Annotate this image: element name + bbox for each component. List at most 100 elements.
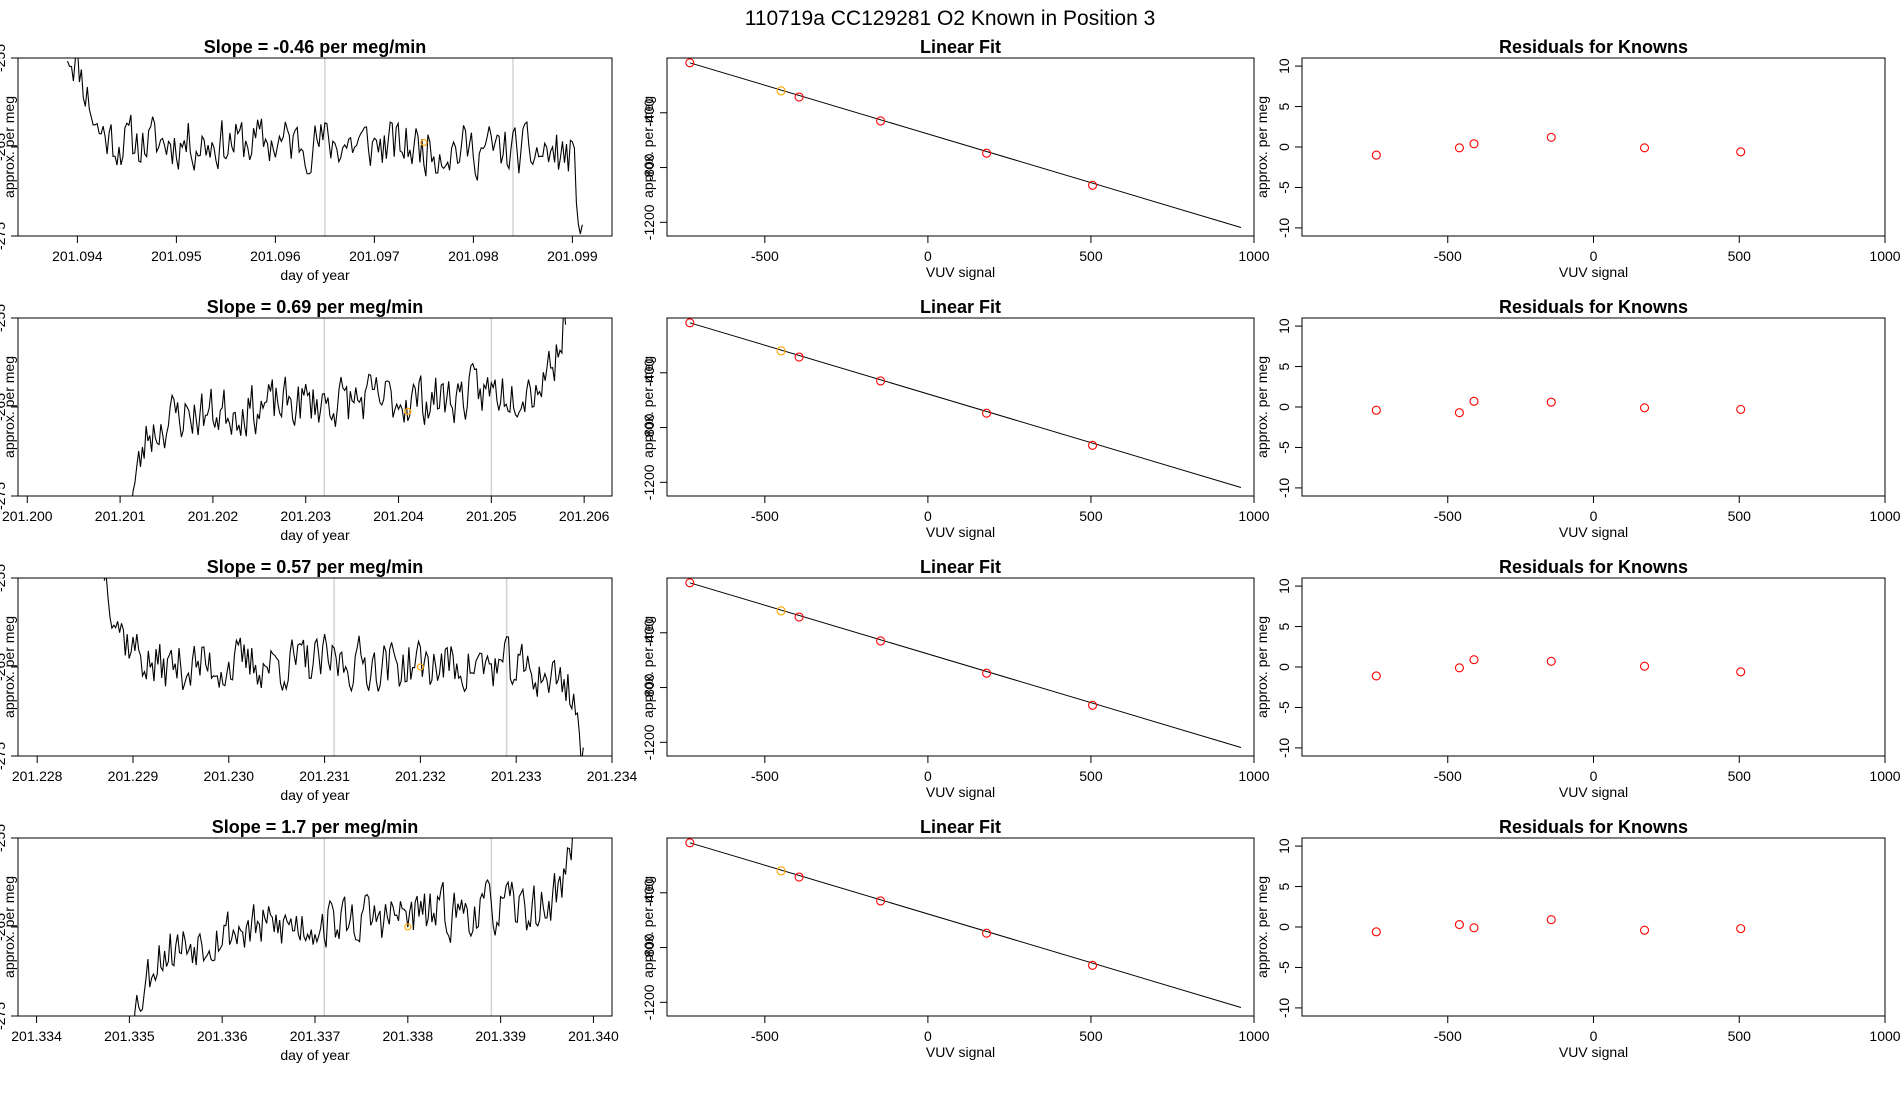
residuals-panel-2: Residuals for Knowns -500 0 500 1000 -10 -5 0 5 1… [1254, 297, 1900, 540]
timeseries-panel-3: Slope = 0.57 per meg/min 201.228 201.229 20… [0, 557, 638, 803]
residuals-x-tick-label: 1000 [1869, 508, 1900, 524]
linear-fit-y-tick-label: -1200 [641, 464, 657, 500]
timeseries-ylabel: approx. per meg [1, 96, 17, 198]
timeseries-ylabel: approx. per meg [1, 876, 17, 978]
residual-point [1469, 396, 1479, 406]
linear-fit-point [794, 872, 804, 882]
residuals-y-tick-label: 5 [1276, 622, 1292, 630]
timeseries-x-tick-label: 201.228 [12, 768, 63, 784]
timeseries-y-tick-label: -275 [0, 482, 8, 510]
residuals-xlabel: VUV signal [1559, 264, 1628, 280]
linear-fit-line [689, 582, 1242, 748]
timeseries-x-tick-label: 201.338 [383, 1028, 434, 1044]
linear-fit-y-tick-label: -800 [641, 673, 657, 701]
linear-fit-line [689, 62, 1242, 228]
linear-fit-x-tick-label: -500 [751, 508, 779, 524]
residual-point [1454, 920, 1464, 930]
linear-fit-point [1088, 440, 1098, 450]
timeseries-line [132, 318, 567, 496]
timeseries-y-tick-label: -255 [0, 44, 8, 72]
residual-point [1736, 667, 1746, 677]
timeseries-x-tick-label: 201.232 [395, 768, 446, 784]
linear-fit-point [794, 92, 804, 102]
residuals-ylabel: approx. per meg [1254, 876, 1270, 978]
timeseries-x-tick-label: 201.204 [373, 508, 424, 524]
linear-fit-point [982, 408, 992, 418]
timeseries-marker [420, 138, 428, 147]
residuals-x-tick-label: 1000 [1869, 248, 1900, 264]
linear-fit-point [876, 116, 886, 126]
residuals-ylabel: approx. per meg [1254, 96, 1270, 198]
timeseries-x-tick-label: 201.229 [108, 768, 159, 784]
linear-fit-frame [666, 57, 1255, 237]
timeseries-x-tick-label: 201.340 [568, 1028, 619, 1044]
residual-point [1639, 403, 1650, 413]
timeseries-x-tick-label: 201.334 [11, 1028, 62, 1044]
residual-point [1546, 132, 1556, 142]
residuals-x-tick-label: 500 [1728, 248, 1752, 264]
residuals-y-tick-label: 5 [1276, 102, 1292, 110]
residual-point [1469, 139, 1479, 149]
residual-point [1454, 408, 1464, 418]
timeseries-x-tick-label: 201.335 [104, 1028, 155, 1044]
residuals-x-tick-label: 0 [1590, 768, 1598, 784]
linear-fit-y-tick-label: -400 [641, 619, 657, 647]
residuals-x-tick-label: 1000 [1869, 1028, 1900, 1044]
linear-fit-panel-3: Linear Fit -500 0 500 1000 -400 -800 -1200 VUV s… [640, 557, 1270, 800]
linear-fit-y-tick-label: -400 [641, 879, 657, 907]
residuals-x-tick-label: 500 [1728, 508, 1752, 524]
linear-fit-line [689, 322, 1242, 488]
residual-point [1639, 661, 1650, 671]
linear-fit-y-tick-label: -1200 [641, 724, 657, 760]
timeseries-x-tick-label: 201.200 [2, 508, 53, 524]
linear-fit-x-tick-label: 500 [1079, 768, 1103, 784]
linear-fit-xlabel: VUV signal [926, 1044, 995, 1060]
residuals-y-tick-label: -5 [1276, 961, 1292, 974]
residual-point [1736, 404, 1746, 414]
linear-fit-point [685, 318, 695, 328]
timeseries-xlabel: day of year [280, 527, 350, 543]
linear-fit-y-tick-label: -800 [641, 413, 657, 441]
page-title: 110719a CC129281 O2 Known in Position 3 [745, 7, 1156, 30]
timeseries-frame [17, 57, 613, 237]
timeseries-y-tick-label: -255 [0, 304, 8, 332]
timeseries-x-tick-label: 201.096 [250, 248, 301, 264]
residuals-x-tick-label: -500 [1434, 768, 1462, 784]
residuals-frame [1301, 577, 1886, 757]
linear-fit-ylabel: approx. per meg [640, 96, 656, 198]
residual-point [1371, 671, 1381, 681]
linear-fit-point [876, 376, 886, 386]
residuals-y-tick-label: 5 [1276, 362, 1292, 370]
timeseries-y-tick-label: -275 [0, 742, 8, 770]
linear-fit-frame [666, 577, 1255, 757]
linear-fit-point [776, 86, 786, 96]
linear-fit-y-tick-label: -1200 [641, 204, 657, 240]
linear-fit-point [685, 838, 695, 848]
linear-fit-x-tick-label: 1000 [1238, 1028, 1269, 1044]
linear-fit-point [1088, 700, 1098, 710]
residuals-xlabel: VUV signal [1559, 524, 1628, 540]
linear-fit-x-tick-label: 1000 [1238, 508, 1269, 524]
linear-fit-point [776, 866, 786, 876]
timeseries-x-tick-label: 201.097 [349, 248, 400, 264]
timeseries-panel-4: Slope = 1.7 per meg/min 201.334 201.335 201… [0, 817, 619, 1063]
timeseries-y-tick-label: -265 [0, 393, 8, 421]
residual-point [1371, 150, 1381, 160]
timeseries-y-tick-label: -275 [0, 1002, 8, 1030]
residuals-x-tick-label: 500 [1728, 1028, 1752, 1044]
linear-fit-point [982, 148, 992, 158]
linear-fit-point [776, 346, 786, 356]
residuals-frame [1301, 57, 1886, 237]
timeseries-frame [17, 577, 613, 757]
timeseries-x-tick-label: 201.095 [151, 248, 202, 264]
residuals-x-tick-label: -500 [1434, 248, 1462, 264]
residual-point [1371, 405, 1381, 415]
timeseries-ylabel: approx. per meg [1, 356, 17, 458]
residuals-title: Residuals for Knowns [1499, 297, 1688, 317]
timeseries-title: Slope = 0.69 per meg/min [207, 297, 424, 317]
residuals-y-tick-label: -10 [1276, 478, 1292, 498]
timeseries-x-tick-label: 201.230 [203, 768, 254, 784]
linear-fit-x-tick-label: 0 [924, 1028, 932, 1044]
timeseries-y-tick-label: -265 [0, 133, 8, 161]
